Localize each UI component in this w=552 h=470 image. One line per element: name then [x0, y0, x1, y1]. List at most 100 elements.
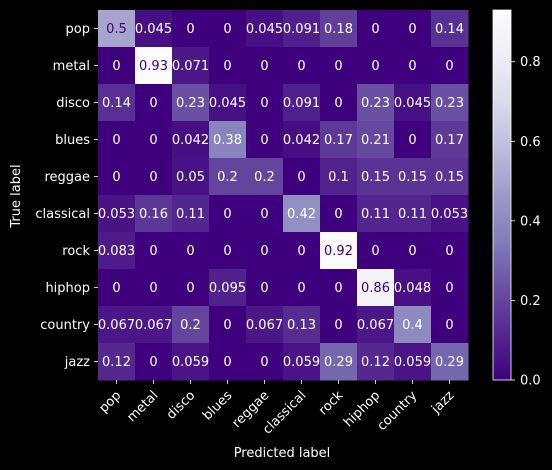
heatmap-cell: [394, 121, 432, 159]
cell-value-label: 0.15: [361, 170, 390, 185]
heatmap-cell: [209, 121, 247, 159]
heatmap-cell: [357, 121, 395, 159]
colorbar-ticks: 0.0 0.2 0.4 0.6 0.8: [511, 55, 541, 389]
heatmap-cell: [320, 232, 358, 270]
heatmap-cell: [394, 10, 432, 48]
cell-value-label: 0.067: [246, 318, 283, 333]
heatmap-cell: [135, 343, 173, 381]
cell-value-label: 0: [334, 318, 342, 333]
heatmap-cell: [431, 84, 469, 122]
cell-value-label: 0.29: [324, 355, 353, 370]
heatmap-cell: [98, 343, 136, 381]
cell-value-label: 0.4: [402, 318, 423, 333]
heatmap-cell: [172, 306, 210, 344]
cell-value-label: 0.23: [361, 96, 390, 111]
cell-value-label: 0.16: [139, 207, 168, 222]
y-axis-label: True label: [9, 164, 24, 228]
cell-value-label: 0: [112, 281, 120, 296]
heatmap-cell: [283, 232, 321, 270]
cell-value-label: 0.93: [139, 59, 168, 74]
cell-value-label: 0: [149, 133, 157, 148]
heatmap-cell: [98, 84, 136, 122]
heatmap-cell: [283, 306, 321, 344]
cell-value-label: 0.11: [398, 207, 427, 222]
heatmap-cell: [320, 47, 358, 85]
x-tick-label: pop: [96, 388, 124, 416]
heatmap-cell: [283, 121, 321, 159]
colorbar-gradient: [492, 9, 512, 381]
x-tick-label: disco: [164, 388, 198, 422]
cell-value-label: 0: [260, 281, 268, 296]
cell-value-label: 0.5: [106, 22, 127, 37]
cell-value-label: 0: [186, 244, 194, 259]
heatmap-cell: [135, 269, 173, 307]
heatmap-cell: [209, 269, 247, 307]
heatmap-cell: [394, 343, 432, 381]
heatmap-cell: [246, 47, 284, 85]
cell-value-label: 0.059: [283, 355, 320, 370]
cell-value-label: 0: [112, 133, 120, 148]
cell-value-label: 0: [334, 96, 342, 111]
y-tick-label: disco: [56, 96, 90, 111]
colorbar-tick-label: 0.8: [520, 55, 541, 70]
cell-value-label: 0.13: [287, 318, 316, 333]
heatmap-cell: [135, 195, 173, 233]
heatmap-cell: [209, 47, 247, 85]
cell-value-label: 0: [149, 244, 157, 259]
cell-value-label: 0: [297, 244, 305, 259]
heatmap-cell: [357, 343, 395, 381]
heatmap-cell: [431, 232, 469, 270]
heatmap-cell: [172, 343, 210, 381]
heatmap-cell: [172, 269, 210, 307]
heatmap-cell: [357, 10, 395, 48]
heatmap-cell: [209, 10, 247, 48]
cell-value-label: 0.067: [98, 318, 135, 333]
x-tick-label: blues: [200, 388, 235, 423]
heatmap-cell: [431, 269, 469, 307]
colorbar-tick-label: 0.0: [520, 374, 541, 389]
heatmap-cell: [172, 10, 210, 48]
cell-value-label: 0.045: [209, 96, 246, 111]
cell-value-label: 0: [260, 133, 268, 148]
heatmap-cell: [431, 47, 469, 85]
heatmap-cell: [209, 306, 247, 344]
heatmap-cell: [283, 158, 321, 196]
heatmap-cell: [172, 195, 210, 233]
cell-value-label: 0: [371, 22, 379, 37]
y-axis: pop metal disco blues reggae classical rock hip…: [35, 22, 98, 370]
heatmap-cell: [283, 10, 321, 48]
heatmap-cell: [283, 84, 321, 122]
cell-value-label: 0.17: [324, 133, 353, 148]
cell-value-label: 0.14: [102, 96, 131, 111]
cell-value-label: 0.23: [435, 96, 464, 111]
heatmap-cell: [320, 306, 358, 344]
cell-value-label: 0: [223, 318, 231, 333]
cell-value-label: 0.053: [98, 207, 135, 222]
heatmap-cell: [98, 10, 136, 48]
heatmap-cell: [320, 343, 358, 381]
heatmap-cells: [98, 10, 469, 381]
x-tick-label: metal: [124, 388, 161, 425]
cell-value-label: 0: [445, 281, 453, 296]
cell-value-label: 0.15: [435, 170, 464, 185]
cell-value-label: 0: [149, 281, 157, 296]
y-tick-label: rock: [62, 244, 90, 259]
heatmap-cell: [283, 47, 321, 85]
heatmap-cell: [172, 84, 210, 122]
heatmap-cell: [246, 10, 284, 48]
heatmap-cell: [98, 232, 136, 270]
cell-value-label: 0: [408, 133, 416, 148]
cell-value-label: 0.23: [176, 96, 205, 111]
cell-value-label: 0.38: [213, 133, 242, 148]
heatmap-cell: [246, 343, 284, 381]
cell-value-label: 0.091: [283, 22, 320, 37]
cell-value-label: 0.21: [361, 133, 390, 148]
cell-value-label: 0: [223, 244, 231, 259]
cell-value-label: 0.29: [435, 355, 464, 370]
cell-value-label: 0.053: [431, 207, 468, 222]
cell-value-label: 0: [223, 59, 231, 74]
heatmap-cell: [209, 84, 247, 122]
cell-value-label: 0.059: [394, 355, 431, 370]
heatmap-cell: [98, 121, 136, 159]
